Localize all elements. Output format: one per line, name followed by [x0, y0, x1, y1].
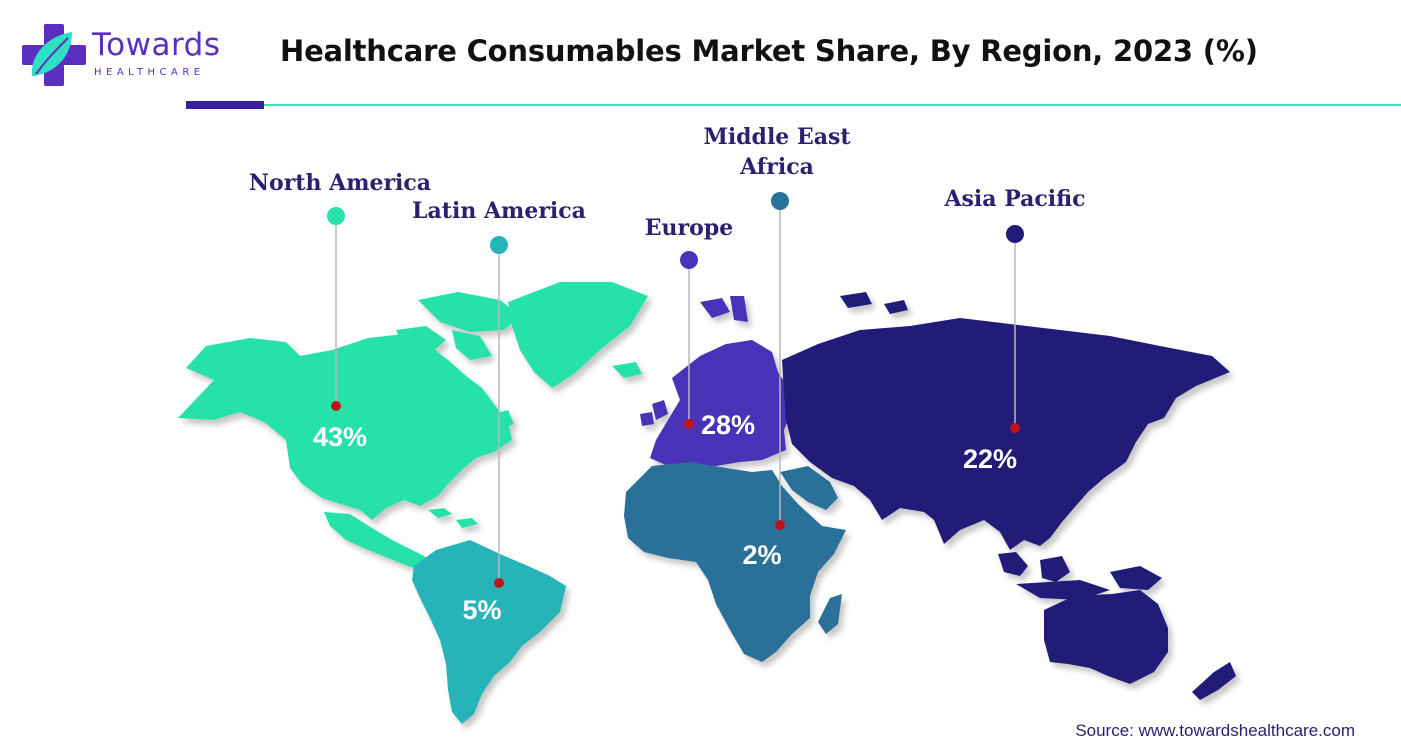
value-label-asia-pacific: 22% [962, 444, 1018, 474]
location-pin-north-america [331, 401, 341, 411]
value-label-middle-east-africa: 2% [742, 540, 782, 570]
region-label-asia-pacific: Asia Pacific [944, 186, 1086, 212]
value-label-north-america: 43% [312, 422, 368, 452]
location-pin-asia-pacific [1010, 423, 1020, 433]
brand-name: Towards [92, 27, 221, 63]
medical-cross-leaf-icon [22, 24, 86, 86]
region-north-america [178, 282, 648, 572]
region-label-latin-america: Latin America [412, 198, 586, 224]
label-marker-north-america [327, 207, 345, 225]
leader-lines [327, 192, 1024, 588]
title-accent-bar [186, 101, 264, 109]
label-marker-latin-america [490, 236, 508, 254]
label-marker-middle-east-africa [771, 192, 789, 210]
brand-subtitle: HEALTHCARE [94, 67, 205, 78]
region-europe [640, 296, 792, 466]
region-label-middle-east-africa: Middle East Africa [703, 124, 851, 180]
region-asia-pacific [782, 292, 1236, 700]
value-label-latin-america: 5% [462, 595, 502, 625]
label-marker-europe [680, 251, 698, 269]
title-underline [264, 104, 1401, 106]
location-pin-middle-east-africa [775, 520, 785, 530]
value-label-europe: 28% [700, 410, 756, 440]
brand-logo: Towards HEALTHCARE [22, 24, 232, 86]
location-pin-europe [684, 419, 694, 429]
location-pin-latin-america [494, 578, 504, 588]
region-label-north-america: North America [248, 170, 432, 196]
region-middle-east-africa [624, 462, 846, 662]
chart-title: Healthcare Consumables Market Share, By … [280, 34, 1258, 68]
region-label-europe: Europe [644, 215, 734, 241]
label-marker-asia-pacific [1006, 225, 1024, 243]
source-credit: Source: www.towardshealthcare.com [1075, 721, 1355, 740]
region-latin-america [412, 540, 566, 724]
